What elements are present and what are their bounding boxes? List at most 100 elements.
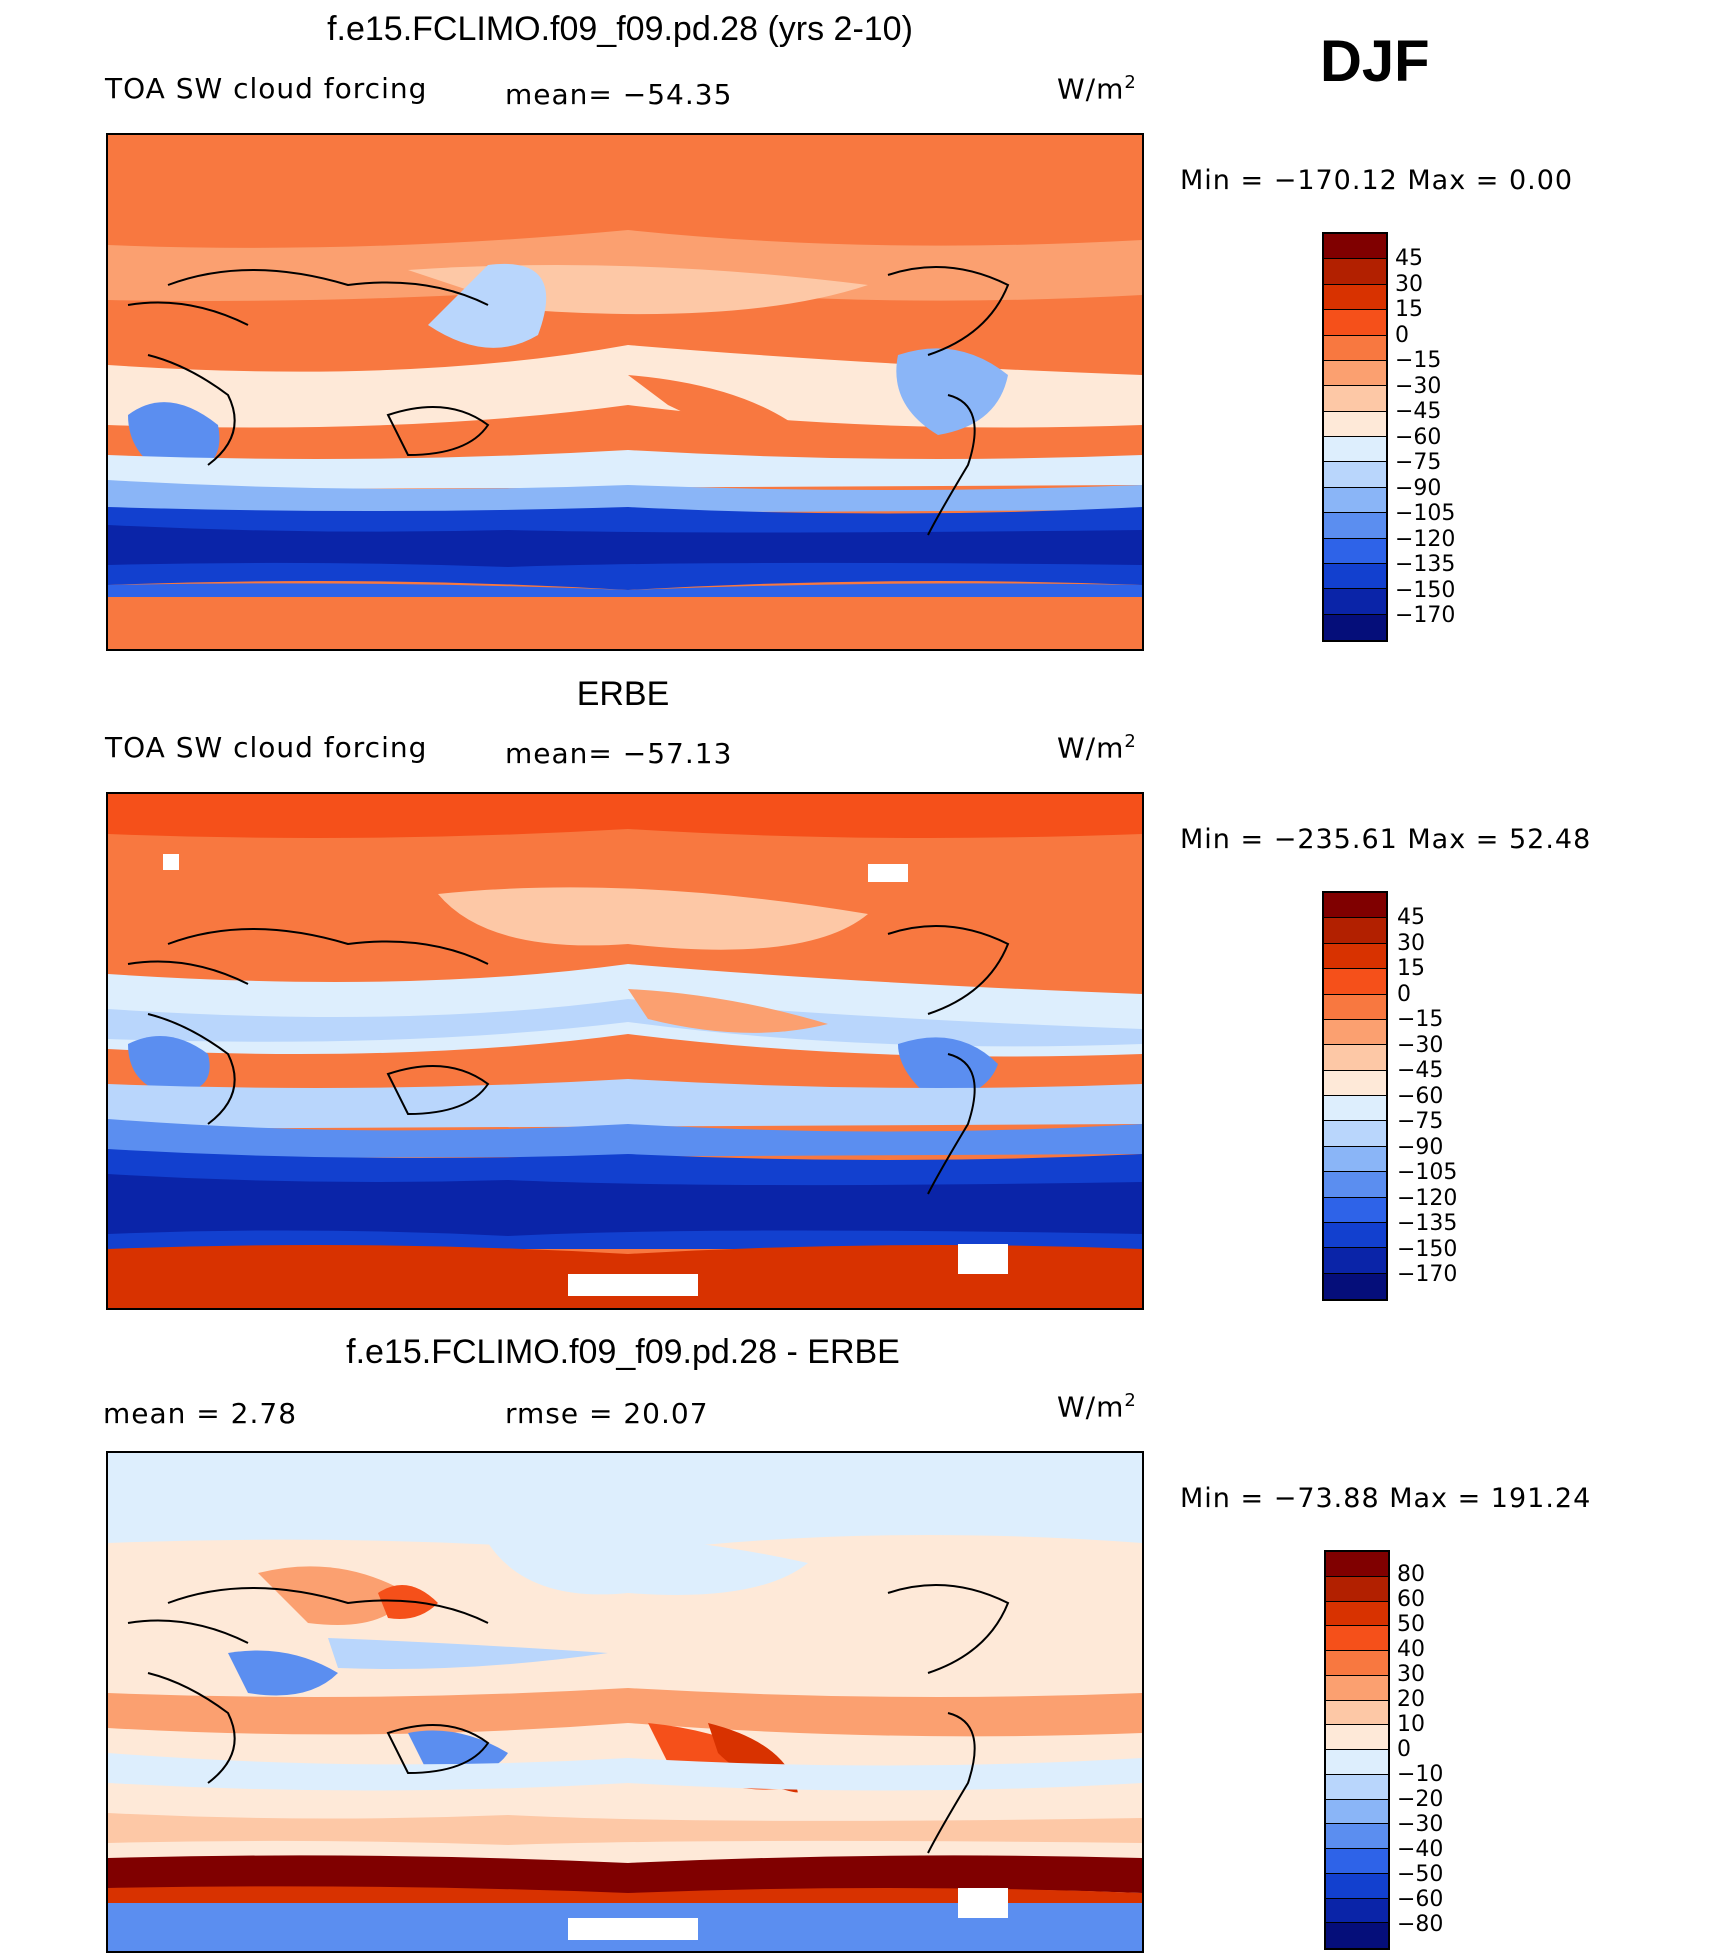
panel1-colorbar-segments bbox=[1324, 234, 1386, 640]
panel3-mean-label: mean = 2.78 bbox=[103, 1397, 298, 1430]
cbar-tick: −60 bbox=[1395, 425, 1442, 450]
cbar-tick: 50 bbox=[1397, 1612, 1425, 1637]
panel3-min-max: Min = −73.88 Max = 191.24 bbox=[1180, 1483, 1592, 1514]
panel2-mean-label: mean= −57.13 bbox=[505, 737, 733, 770]
colorbar-segment bbox=[1324, 1172, 1386, 1198]
cbar-tick: 0 bbox=[1395, 323, 1409, 348]
panel1-min-max: Min = −170.12 Max = 0.00 bbox=[1180, 165, 1574, 196]
colorbar-segment bbox=[1324, 589, 1386, 615]
cbar-tick: 80 bbox=[1397, 1562, 1425, 1587]
cbar-tick: 30 bbox=[1395, 272, 1423, 297]
colorbar-segment bbox=[1324, 1121, 1386, 1147]
cbar-tick: 30 bbox=[1397, 931, 1425, 956]
colorbar-segment bbox=[1326, 1774, 1388, 1800]
cbar-tick: 30 bbox=[1397, 1662, 1425, 1687]
colorbar-segment bbox=[1324, 1197, 1386, 1223]
panel2-variable-label: TOA SW cloud forcing bbox=[105, 731, 428, 764]
colorbar-segment bbox=[1324, 411, 1386, 437]
colorbar-segment bbox=[1326, 1824, 1388, 1849]
colorbar-segment bbox=[1324, 1070, 1386, 1096]
colorbar-segment bbox=[1326, 1552, 1388, 1577]
cbar-tick: −150 bbox=[1397, 1237, 1458, 1262]
panel3-rmse-label: rmse = 20.07 bbox=[505, 1397, 709, 1430]
colorbar-segment bbox=[1324, 1273, 1386, 1299]
panel3-units: W/m2 bbox=[1057, 1390, 1137, 1424]
cbar-tick: 45 bbox=[1395, 246, 1423, 271]
cbar-tick: −30 bbox=[1397, 1033, 1444, 1058]
cbar-tick: 20 bbox=[1397, 1687, 1425, 1712]
colorbar-segment bbox=[1324, 284, 1386, 311]
panel1-mean-label: mean= −54.35 bbox=[505, 78, 733, 111]
panel2-colorbar-segments bbox=[1324, 893, 1386, 1299]
panel1-units: W/m2 bbox=[1057, 72, 1137, 106]
cbar-tick: 0 bbox=[1397, 1737, 1411, 1762]
cbar-tick: −120 bbox=[1397, 1186, 1458, 1211]
cbar-tick: −30 bbox=[1395, 374, 1442, 399]
panel1-variable-label: TOA SW cloud forcing bbox=[105, 72, 428, 105]
colorbar-segment bbox=[1324, 1019, 1386, 1046]
panel1-colorbar bbox=[1322, 232, 1388, 642]
cbar-tick: 10 bbox=[1397, 1712, 1425, 1737]
colorbar-segment bbox=[1326, 1626, 1388, 1651]
cbar-tick: −50 bbox=[1397, 1862, 1444, 1887]
colorbar-segment bbox=[1324, 335, 1386, 361]
colorbar-segment bbox=[1324, 360, 1386, 387]
colorbar-segment bbox=[1324, 310, 1386, 336]
cbar-tick: 0 bbox=[1397, 982, 1411, 1007]
cbar-tick: −60 bbox=[1397, 1084, 1444, 1109]
colorbar-segment bbox=[1326, 1601, 1388, 1627]
colorbar-segment bbox=[1326, 1923, 1388, 1948]
cbar-tick: −90 bbox=[1395, 476, 1442, 501]
colorbar-segment bbox=[1326, 1725, 1388, 1750]
panel3-colorbar-segments bbox=[1326, 1552, 1388, 1948]
cbar-tick: −80 bbox=[1397, 1912, 1444, 1937]
colorbar-segment bbox=[1324, 1146, 1386, 1173]
panel1-map bbox=[106, 133, 1144, 651]
colorbar-segment bbox=[1324, 1222, 1386, 1249]
cbar-tick: −15 bbox=[1395, 348, 1442, 373]
colorbar-segment bbox=[1324, 893, 1386, 919]
cbar-tick: 15 bbox=[1395, 297, 1423, 322]
cbar-tick: −75 bbox=[1395, 450, 1442, 475]
colorbar-segment bbox=[1324, 259, 1386, 285]
cbar-tick: −15 bbox=[1397, 1007, 1444, 1032]
panel3-colorbar bbox=[1324, 1550, 1390, 1950]
cbar-tick: 45 bbox=[1397, 905, 1425, 930]
colorbar-segment bbox=[1324, 437, 1386, 463]
cbar-tick: −105 bbox=[1395, 501, 1456, 526]
colorbar-segment bbox=[1324, 234, 1386, 260]
colorbar-segment bbox=[1324, 994, 1386, 1020]
season-label: DJF bbox=[1320, 29, 1430, 94]
colorbar-segment bbox=[1324, 614, 1386, 640]
panel3-map bbox=[106, 1451, 1144, 1953]
cbar-tick: −45 bbox=[1395, 399, 1442, 424]
cbar-tick: −150 bbox=[1395, 578, 1456, 603]
cbar-tick: −20 bbox=[1397, 1787, 1444, 1812]
colorbar-segment bbox=[1326, 1898, 1388, 1924]
panel2-min-max: Min = −235.61 Max = 52.48 bbox=[1180, 824, 1592, 855]
colorbar-segment bbox=[1324, 538, 1386, 564]
cbar-tick: 15 bbox=[1397, 956, 1425, 981]
colorbar-segment bbox=[1324, 943, 1386, 970]
colorbar-segment bbox=[1324, 918, 1386, 944]
panel2-colorbar bbox=[1322, 891, 1388, 1301]
panel2-map bbox=[106, 792, 1144, 1310]
colorbar-segment bbox=[1326, 1873, 1388, 1899]
cbar-tick: −60 bbox=[1397, 1887, 1444, 1912]
colorbar-segment bbox=[1324, 563, 1386, 590]
colorbar-segment bbox=[1326, 1849, 1388, 1874]
colorbar-segment bbox=[1324, 386, 1386, 412]
cbar-tick: 60 bbox=[1397, 1587, 1425, 1612]
colorbar-segment bbox=[1326, 1576, 1388, 1602]
cbar-tick: −10 bbox=[1397, 1762, 1444, 1787]
cbar-tick: −45 bbox=[1397, 1058, 1444, 1083]
cbar-tick: −170 bbox=[1395, 603, 1456, 628]
colorbar-segment bbox=[1326, 1750, 1388, 1775]
colorbar-segment bbox=[1326, 1700, 1388, 1726]
colorbar-segment bbox=[1324, 487, 1386, 514]
colorbar-segment bbox=[1324, 462, 1386, 488]
colorbar-segment bbox=[1324, 1248, 1386, 1274]
cbar-tick: 40 bbox=[1397, 1637, 1425, 1662]
cbar-tick: −120 bbox=[1395, 527, 1456, 552]
cbar-tick: −135 bbox=[1397, 1211, 1458, 1236]
